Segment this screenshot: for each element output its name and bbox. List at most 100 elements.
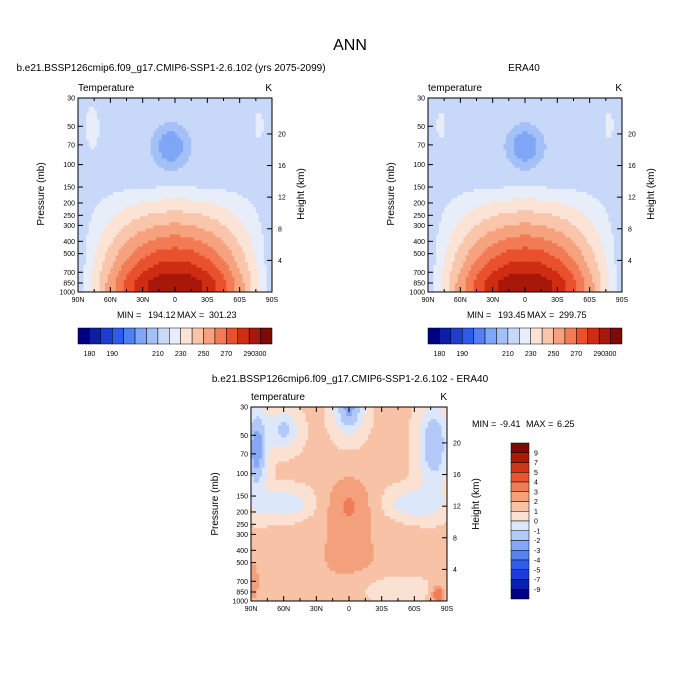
height-tick-label: 4 — [628, 258, 632, 265]
x-tick-label: 60S — [408, 606, 421, 613]
x-tick-label: 0 — [173, 297, 177, 304]
colorbar-label: 250 — [198, 351, 210, 358]
contour-field — [428, 98, 623, 293]
colorbar-swatch — [564, 327, 577, 345]
colorbar: 180 190 210 230 250 270 290 300 — [427, 327, 623, 358]
colorbar-label: 250 — [548, 351, 560, 358]
colorbar-swatch — [576, 327, 589, 345]
min-label: MIN = — [467, 310, 491, 320]
colorbar-swatch — [237, 327, 250, 345]
panel-era40: ERA40 temperature K 90N 60N 30N 0 30S 60S 90S 3… — [386, 63, 657, 358]
y-tick-label: 1000 — [59, 290, 75, 297]
colorbar-label: 300 — [255, 351, 267, 358]
min-label: MIN = — [472, 419, 496, 429]
x-tick-label: 30N — [310, 606, 323, 613]
pressure-axis-label: Pressure (mb) — [210, 472, 221, 535]
height-axis-label: Height (km) — [646, 168, 657, 220]
colorbar-label: -7 — [534, 577, 540, 584]
y-tick-label: 100 — [236, 471, 248, 478]
colorbar-label: 2 — [534, 499, 538, 506]
x-tick-label: 60N — [277, 606, 290, 613]
plot-axes: 90N 60N 30N 0 30S 60S 90S 30 50 70 100 150 200 250 300… — [59, 96, 285, 305]
colorbar-label: -9 — [534, 587, 540, 594]
height-tick-label: 20 — [628, 131, 636, 138]
panel-title: b.e21.BSSP126cmip6.f09_g17.CMIP6-SSP1-2.… — [16, 63, 325, 74]
y-tick-label: 50 — [67, 124, 75, 131]
x-tick-label: 0 — [523, 297, 527, 304]
height-tick-label: 8 — [628, 226, 632, 233]
y-tick-label: 70 — [417, 142, 425, 149]
y-tick-label: 850 — [413, 281, 425, 288]
page-title: ANN — [333, 37, 367, 54]
colorbar-label: 290 — [593, 351, 605, 358]
colorbar-swatch — [507, 327, 520, 345]
colorbar-swatch — [473, 327, 486, 345]
max-value: 6.25 — [557, 419, 575, 429]
colorbar-swatch — [439, 327, 452, 345]
colorbar-swatch — [248, 327, 261, 345]
max-label: MAX = — [527, 310, 554, 320]
y-tick-label: 50 — [240, 433, 248, 440]
y-tick-label: 150 — [413, 185, 425, 192]
colorbar-swatch — [496, 327, 509, 345]
colorbar-swatch — [214, 327, 227, 345]
colorbar-label: 0 — [534, 519, 538, 526]
panel-title: b.e21.BSSP126cmip6.f09_g17.CMIP6-SSP1-2.… — [212, 374, 489, 385]
colorbar-swatch — [180, 327, 193, 345]
colorbar-swatch — [111, 327, 124, 345]
x-tick-label: 90N — [245, 606, 258, 613]
colorbar-label: -5 — [534, 567, 540, 574]
pressure-axis-label: Pressure (mb) — [386, 162, 397, 225]
height-tick-label: 8 — [278, 226, 282, 233]
max-label: MAX = — [177, 310, 204, 320]
y-tick-label: 700 — [413, 270, 425, 277]
colorbar-swatch — [510, 569, 530, 580]
height-tick-label: 4 — [453, 567, 457, 574]
colorbar-swatch — [146, 327, 159, 345]
colorbar-label: -1 — [534, 528, 540, 535]
height-tick-label: 12 — [453, 504, 461, 511]
height-tick-label: 4 — [278, 258, 282, 265]
colorbar-swatch — [450, 327, 463, 345]
x-tick-label: 60S — [233, 297, 246, 304]
y-tick-label: 50 — [417, 124, 425, 131]
panel-title: ERA40 — [508, 63, 540, 74]
min-value: 193.45 — [498, 310, 526, 320]
colorbar-swatch — [157, 327, 170, 345]
max-value: 299.75 — [559, 310, 587, 320]
y-tick-label: 500 — [413, 251, 425, 258]
height-axis-label: Height (km) — [296, 168, 307, 220]
colorbar-label: 5 — [534, 470, 538, 477]
y-tick-label: 250 — [236, 522, 248, 529]
height-tick-label: 16 — [453, 472, 461, 479]
max-label: MAX = — [526, 419, 553, 429]
y-tick-label: 700 — [63, 270, 75, 277]
colorbar-swatch — [134, 327, 147, 345]
colorbar-swatch — [510, 501, 530, 512]
stats-text: MIN = 194.12 MAX = 301.23 — [117, 310, 237, 320]
colorbar-swatch — [510, 540, 530, 551]
variable-label: temperature — [428, 83, 482, 94]
height-tick-label: 20 — [278, 131, 286, 138]
colorbar-label: 180 — [84, 351, 96, 358]
y-tick-label: 300 — [63, 223, 75, 230]
colorbar-swatch — [89, 327, 102, 345]
min-value: 194.12 — [148, 310, 176, 320]
plot-axes: 90N 60N 30N 0 30S 60S 90S 30 50 70 100 150 200 250 300… — [232, 405, 460, 614]
y-tick-label: 1000 — [232, 599, 248, 606]
y-tick-label: 850 — [236, 590, 248, 597]
colorbar-swatch — [510, 511, 530, 522]
contour-field — [78, 98, 273, 293]
colorbar-swatch — [510, 452, 530, 463]
colorbar: 180 190 210 230 250 270 290 300 — [77, 327, 273, 358]
x-tick-label: 0 — [347, 606, 351, 613]
colorbar-label: -2 — [534, 538, 540, 545]
y-tick-label: 200 — [63, 200, 75, 207]
y-tick-label: 850 — [63, 281, 75, 288]
y-tick-label: 200 — [236, 509, 248, 516]
colorbar: 9 7 5 4 3 2 1 0 -1 -2 -3 -4 -5 -7 -9 — [510, 442, 540, 600]
colorbar-swatch — [610, 327, 623, 345]
height-axis-label: Height (km) — [471, 478, 482, 530]
x-tick-label: 90S — [266, 297, 279, 304]
